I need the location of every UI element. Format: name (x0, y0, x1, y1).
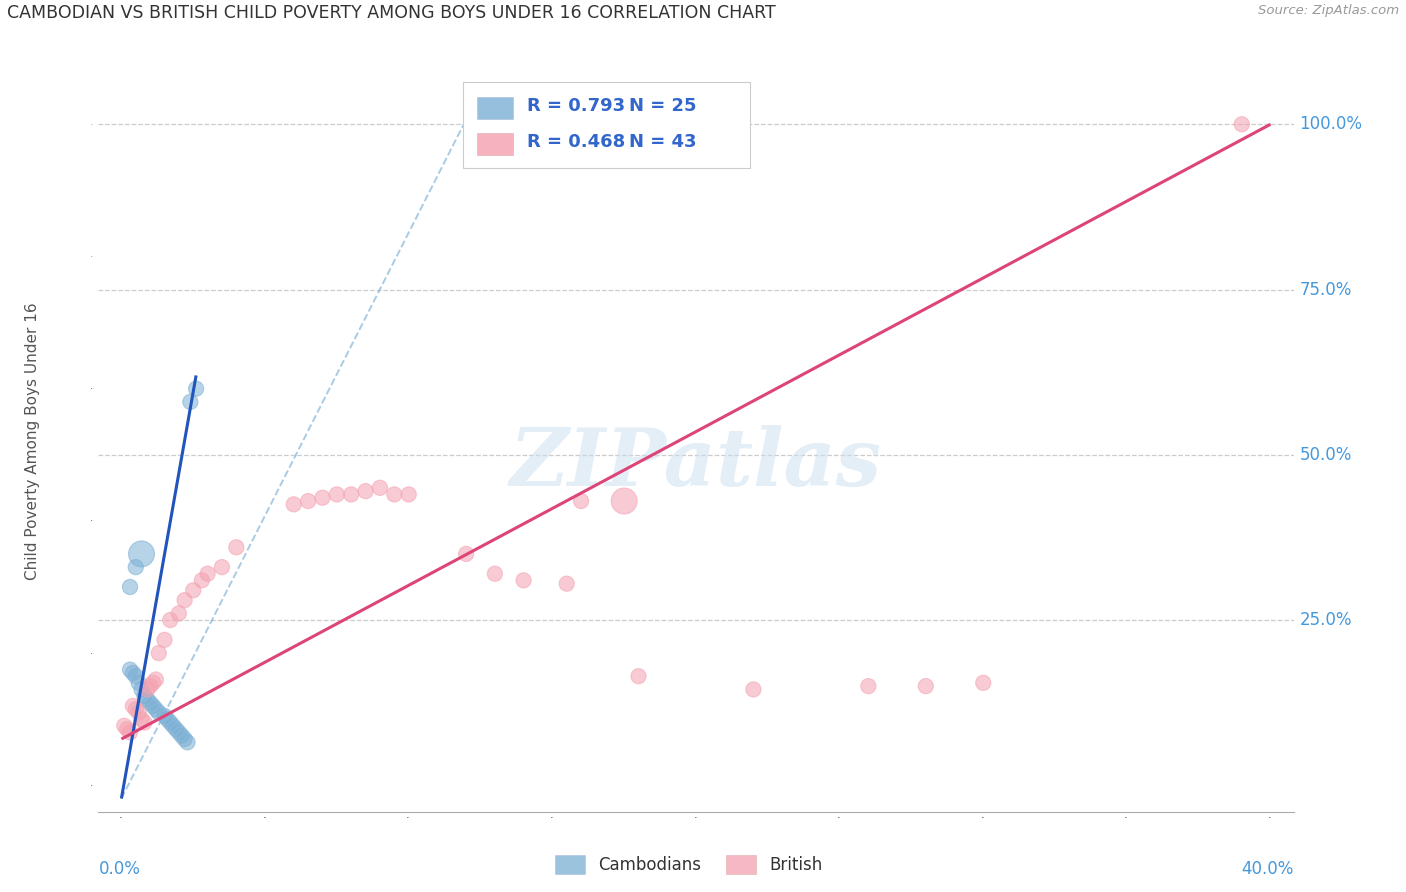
Point (131, 547, 153, 561)
Point (139, 679, 162, 693)
Point (153, 632, 176, 647)
FancyBboxPatch shape (477, 97, 513, 120)
Point (211, 560, 233, 574)
Point (125, 560, 148, 574)
Point (326, 487, 349, 501)
Point (134, 715, 156, 730)
Legend: Cambodians, British: Cambodians, British (550, 850, 828, 880)
Text: Child Poverty Among Boys Under 16: Child Poverty Among Boys Under 16 (25, 302, 41, 581)
Point (159, 715, 181, 730)
Text: N = 25: N = 25 (628, 97, 696, 115)
Point (167, 725, 190, 739)
Point (122, 665, 145, 680)
Point (858, 679, 880, 693)
Point (134, 689, 156, 703)
Text: R = 0.793: R = 0.793 (527, 97, 626, 115)
Point (122, 698, 145, 713)
Point (148, 646, 170, 660)
Point (181, 583, 204, 598)
Text: CAMBODIAN VS BRITISH CHILD POVERTY AMONG BOYS UNDER 16 CORRELATION CHART: CAMBODIAN VS BRITISH CHILD POVERTY AMONG… (7, 4, 776, 22)
Point (569, 494, 592, 508)
Point (742, 682, 765, 697)
Point (153, 709, 176, 723)
Text: 75.0%: 75.0% (1299, 280, 1353, 299)
Point (162, 719, 184, 733)
Point (145, 702, 167, 716)
Point (142, 675, 165, 690)
Point (128, 706, 150, 720)
Point (142, 698, 165, 713)
Point (167, 607, 190, 621)
Point (136, 692, 159, 706)
Point (184, 382, 207, 396)
Point (136, 682, 159, 697)
Point (118, 663, 141, 677)
Point (311, 491, 333, 505)
Point (118, 580, 141, 594)
Point (191, 574, 214, 588)
Text: N = 43: N = 43 (628, 133, 696, 151)
Point (118, 725, 141, 739)
Point (173, 593, 195, 607)
Point (165, 722, 187, 736)
Point (484, 566, 506, 581)
Point (112, 719, 135, 733)
Point (115, 722, 138, 736)
Point (197, 566, 219, 581)
Point (131, 712, 153, 726)
Text: 100.0%: 100.0% (1299, 115, 1362, 133)
Point (398, 487, 420, 501)
Text: 40.0%: 40.0% (1241, 860, 1294, 878)
Point (173, 731, 195, 746)
Point (139, 696, 162, 710)
Point (128, 675, 150, 690)
Point (382, 487, 405, 501)
Point (354, 484, 377, 499)
Point (170, 729, 193, 743)
Text: 0.0%: 0.0% (98, 860, 141, 878)
Point (297, 494, 319, 508)
Point (225, 541, 247, 555)
Point (145, 673, 167, 687)
Point (179, 395, 201, 409)
FancyBboxPatch shape (463, 82, 749, 168)
Point (456, 547, 478, 561)
Text: Source: ZipAtlas.com: Source: ZipAtlas.com (1258, 4, 1399, 18)
Text: ZIPatlas: ZIPatlas (510, 425, 882, 502)
Point (340, 487, 363, 501)
Point (627, 669, 650, 683)
Point (555, 576, 578, 591)
Point (512, 574, 534, 588)
Point (1230, 117, 1253, 131)
Point (368, 481, 391, 495)
FancyBboxPatch shape (477, 133, 513, 155)
Point (176, 735, 198, 749)
Point (914, 679, 936, 693)
Point (125, 702, 148, 716)
Point (159, 613, 181, 627)
Point (131, 682, 153, 697)
Point (283, 497, 305, 511)
Point (613, 494, 636, 508)
Point (148, 706, 170, 720)
Point (972, 675, 994, 690)
Text: R = 0.468: R = 0.468 (527, 133, 626, 151)
Point (156, 712, 179, 726)
Text: 50.0%: 50.0% (1299, 446, 1353, 464)
Point (125, 669, 148, 683)
Text: 25.0%: 25.0% (1299, 611, 1353, 629)
